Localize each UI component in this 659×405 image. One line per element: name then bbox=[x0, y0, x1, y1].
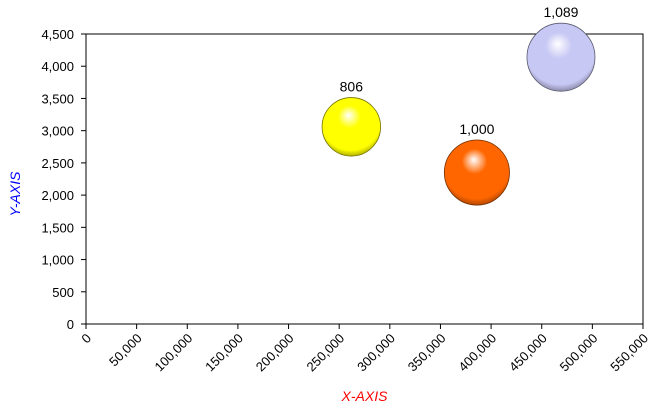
y-tick-label: 1,500 bbox=[41, 220, 74, 235]
y-tick-label: 3,000 bbox=[41, 124, 74, 139]
y-tick-label: 2,500 bbox=[41, 156, 74, 171]
x-tick-label: 250,000 bbox=[303, 331, 347, 375]
bubble bbox=[321, 97, 381, 157]
x-tick-label: 500,000 bbox=[557, 331, 601, 375]
y-tick-label: 3,500 bbox=[41, 91, 74, 106]
bubble-data-label: 806 bbox=[340, 79, 364, 95]
y-tick-label: 0 bbox=[67, 317, 74, 332]
x-tick-label: 100,000 bbox=[152, 331, 196, 375]
y-axis-title: Y-AXIS bbox=[7, 171, 23, 217]
bubble-data-label: 1,089 bbox=[543, 4, 578, 20]
x-tick-label: 550,000 bbox=[607, 331, 651, 375]
y-tick-label: 1,000 bbox=[41, 253, 74, 268]
x-tick-label: 0 bbox=[78, 331, 94, 347]
x-tick-label: 150,000 bbox=[202, 331, 246, 375]
y-tick-label: 4,500 bbox=[41, 27, 74, 42]
y-axis: 0 500 1,000 1,500 2,000 2,500 3,000 3,500 4,000 4… bbox=[41, 27, 86, 332]
x-tick-label: 300,000 bbox=[354, 331, 398, 375]
bubble bbox=[443, 139, 510, 206]
y-tick-label: 500 bbox=[52, 285, 74, 300]
x-tick-label: 200,000 bbox=[253, 331, 297, 375]
x-tick-label: 450,000 bbox=[506, 331, 550, 375]
x-tick-label: 400,000 bbox=[455, 331, 499, 375]
y-tick-label: 2,000 bbox=[41, 188, 74, 203]
y-tick-label: 4,000 bbox=[41, 59, 74, 74]
x-tick-label: 50,000 bbox=[106, 331, 145, 370]
bubble bbox=[526, 22, 596, 92]
bubble-series: 806 1,000 1,089 bbox=[321, 4, 596, 206]
x-axis-title: X-AXIS bbox=[341, 388, 389, 404]
bubble-data-label: 1,000 bbox=[459, 121, 494, 137]
x-tick-label: 350,000 bbox=[405, 331, 449, 375]
x-axis: 0 50,000 100,000 150,000 200,000 250,000 300,0… bbox=[78, 324, 651, 374]
